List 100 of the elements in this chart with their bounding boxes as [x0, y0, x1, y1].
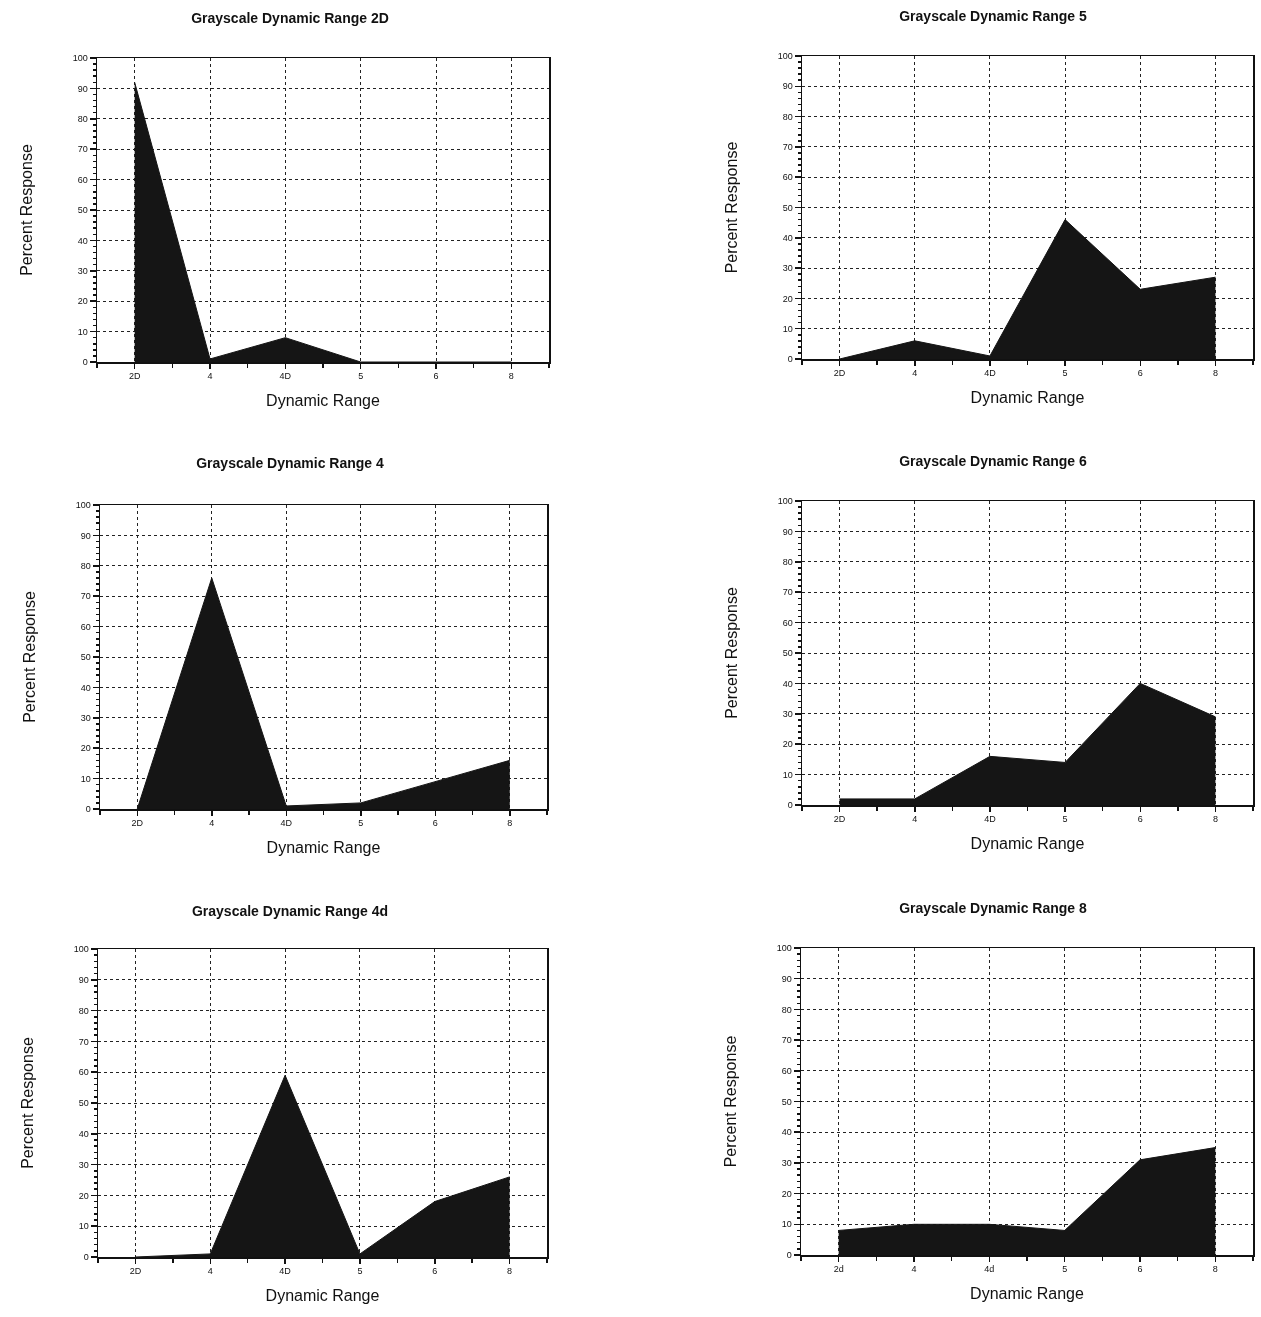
chart-title: Grayscale Dynamic Range 6 [899, 452, 1087, 469]
y-tick-label: 10 [77, 326, 88, 337]
y-tick-label: 40 [782, 232, 793, 243]
y-tick-label: 90 [782, 526, 793, 537]
x-axis-title: Dynamic Range [970, 834, 1085, 852]
y-tick-label: 40 [80, 682, 91, 693]
x-tick-label: 5 [357, 1266, 363, 1277]
y-tick-label: 40 [78, 1128, 89, 1139]
y-tick-label: 100 [72, 53, 88, 64]
y-tick-label: 50 [781, 1096, 792, 1107]
y-tick-label: 90 [781, 973, 792, 984]
y-tick-label: 30 [782, 708, 793, 719]
x-tick-label: 2D [131, 818, 144, 829]
y-tick-label: 60 [80, 621, 91, 632]
x-tick-label: 6 [432, 818, 438, 829]
y-tick-label: 20 [77, 296, 88, 307]
chart-title: Grayscale Dynamic Range 4d [191, 902, 389, 919]
y-tick-label: 10 [782, 769, 793, 780]
y-tick-label: 50 [78, 1098, 89, 1109]
x-tick-label: 2D [833, 368, 846, 379]
y-tick-label: 10 [78, 1221, 89, 1232]
x-axis-title: Dynamic Range [970, 1284, 1085, 1302]
x-tick-label: 2D [128, 371, 141, 382]
chart-title: Grayscale Dynamic Range 8 [899, 899, 1087, 916]
x-axis-title: Dynamic Range [266, 838, 381, 856]
y-tick-label: 70 [782, 142, 793, 153]
x-tick-label: 4 [209, 818, 215, 829]
y-tick-label: 0 [85, 804, 91, 815]
y-tick-label: 40 [781, 1127, 792, 1138]
y-axis-title: Percent Response [17, 144, 35, 276]
y-tick-label: 30 [77, 265, 88, 276]
y-tick-label: 90 [80, 530, 91, 541]
y-tick-label: 90 [782, 81, 793, 92]
x-axis-title: Dynamic Range [266, 391, 381, 409]
y-tick-label: 80 [781, 1004, 792, 1015]
y-tick-label: 100 [777, 496, 793, 507]
x-tick-label: 6 [1137, 814, 1143, 825]
y-tick-label: 100 [777, 51, 793, 62]
x-tick-label: 8 [1212, 368, 1218, 379]
y-tick-label: 80 [80, 560, 91, 571]
y-tick-label: 100 [73, 944, 89, 955]
y-tick-label: 0 [787, 354, 793, 365]
y-tick-label: 100 [776, 943, 792, 954]
y-tick-label: 70 [782, 587, 793, 598]
x-tick-label: 4D [984, 368, 997, 379]
y-tick-label: 80 [78, 1005, 89, 1016]
y-axis-title: Percent Response [722, 141, 740, 274]
y-tick-label: 10 [80, 773, 91, 784]
y-tick-label: 60 [77, 174, 88, 185]
x-tick-label: 5 [358, 371, 364, 382]
y-tick-label: 90 [78, 974, 89, 985]
x-tick-label: 8 [1212, 1264, 1218, 1275]
x-tick-label: 6 [433, 371, 439, 382]
y-tick-label: 60 [782, 172, 793, 183]
y-tick-label: 50 [80, 652, 91, 663]
y-tick-label: 80 [77, 113, 88, 124]
y-tick-label: 30 [80, 712, 91, 723]
x-tick-label: 4d [984, 1264, 995, 1275]
x-tick-label: 2D [833, 814, 846, 825]
y-tick-label: 50 [77, 205, 88, 216]
y-tick-label: 50 [782, 648, 793, 659]
y-tick-label: 60 [781, 1065, 792, 1076]
x-tick-label: 4D [984, 814, 997, 825]
y-tick-label: 60 [782, 617, 793, 628]
y-tick-label: 0 [786, 1250, 792, 1261]
y-tick-label: 30 [781, 1158, 792, 1169]
y-tick-label: 80 [782, 556, 793, 567]
chart-title: Grayscale Dynamic Range 4 [196, 454, 384, 471]
x-tick-label: 4D [279, 371, 292, 382]
y-tick-label: 0 [787, 800, 793, 811]
x-tick-label: 4 [912, 368, 918, 379]
y-tick-label: 20 [782, 739, 793, 750]
x-tick-label: 6 [1137, 1264, 1143, 1275]
y-tick-label: 20 [781, 1188, 792, 1199]
x-tick-label: 2d [833, 1264, 844, 1275]
y-tick-label: 30 [78, 1159, 89, 1170]
chart-title: Grayscale Dynamic Range 2D [191, 9, 389, 26]
x-axis-title: Dynamic Range [265, 1286, 380, 1304]
y-tick-label: 10 [782, 323, 793, 334]
y-tick-label: 70 [78, 1036, 89, 1047]
y-tick-label: 60 [78, 1067, 89, 1078]
y-axis-title: Percent Response [20, 591, 38, 723]
x-tick-label: 4D [279, 1266, 292, 1277]
y-tick-label: 70 [781, 1035, 792, 1046]
x-tick-label: 5 [358, 818, 364, 829]
y-tick-label: 30 [782, 263, 793, 274]
y-axis-title: Percent Response [18, 1037, 36, 1169]
x-tick-label: 4 [207, 371, 213, 382]
y-tick-label: 90 [77, 83, 88, 94]
x-tick-label: 8 [1212, 814, 1218, 825]
y-tick-label: 40 [77, 235, 88, 246]
y-axis-title: Percent Response [722, 587, 740, 719]
y-tick-label: 20 [80, 743, 91, 754]
y-tick-label: 20 [782, 293, 793, 304]
x-tick-label: 8 [507, 1266, 513, 1277]
y-tick-label: 70 [80, 591, 91, 602]
chart-title: Grayscale Dynamic Range 5 [899, 7, 1087, 24]
x-tick-label: 4D [280, 818, 293, 829]
x-tick-label: 4 [207, 1266, 213, 1277]
y-tick-label: 20 [78, 1190, 89, 1201]
